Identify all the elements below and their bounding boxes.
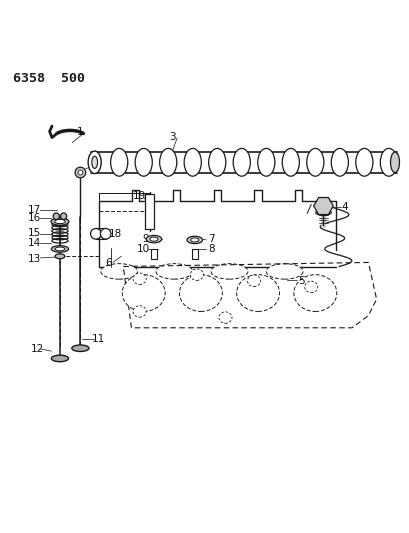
Text: 2: 2 bbox=[93, 156, 99, 166]
Ellipse shape bbox=[315, 209, 330, 215]
Ellipse shape bbox=[51, 355, 68, 362]
Ellipse shape bbox=[265, 264, 302, 279]
Ellipse shape bbox=[211, 264, 247, 279]
Ellipse shape bbox=[208, 148, 225, 176]
Circle shape bbox=[90, 229, 101, 239]
Text: 19: 19 bbox=[133, 191, 146, 201]
Ellipse shape bbox=[306, 148, 323, 176]
Text: 14: 14 bbox=[28, 238, 41, 248]
Text: 1: 1 bbox=[77, 127, 83, 136]
Ellipse shape bbox=[54, 220, 65, 224]
Bar bbox=[191, 249, 198, 259]
Ellipse shape bbox=[135, 148, 152, 176]
Circle shape bbox=[75, 167, 85, 178]
Circle shape bbox=[78, 170, 83, 175]
Text: 12: 12 bbox=[31, 344, 44, 354]
Ellipse shape bbox=[257, 148, 274, 176]
Ellipse shape bbox=[247, 275, 260, 287]
Ellipse shape bbox=[184, 148, 201, 176]
Ellipse shape bbox=[133, 273, 146, 285]
Text: 8: 8 bbox=[207, 244, 214, 254]
Text: 17: 17 bbox=[28, 205, 41, 215]
Ellipse shape bbox=[236, 274, 279, 311]
Ellipse shape bbox=[110, 148, 128, 176]
Text: 13: 13 bbox=[28, 254, 41, 264]
Bar bbox=[150, 249, 157, 259]
Ellipse shape bbox=[88, 151, 101, 174]
Ellipse shape bbox=[159, 148, 176, 176]
Ellipse shape bbox=[293, 274, 336, 311]
Ellipse shape bbox=[187, 236, 202, 244]
Ellipse shape bbox=[389, 152, 398, 173]
Ellipse shape bbox=[55, 254, 65, 259]
Text: 11: 11 bbox=[92, 334, 105, 344]
Ellipse shape bbox=[51, 246, 68, 252]
Text: 16: 16 bbox=[28, 213, 41, 223]
Text: 7: 7 bbox=[207, 234, 214, 244]
Ellipse shape bbox=[190, 269, 203, 280]
Ellipse shape bbox=[92, 156, 97, 168]
Text: 18: 18 bbox=[108, 229, 121, 239]
Ellipse shape bbox=[233, 148, 250, 176]
Ellipse shape bbox=[355, 148, 372, 176]
Ellipse shape bbox=[146, 236, 161, 243]
Ellipse shape bbox=[155, 264, 192, 279]
Text: 3: 3 bbox=[169, 132, 175, 142]
Ellipse shape bbox=[380, 148, 396, 176]
Ellipse shape bbox=[72, 345, 89, 351]
Text: 5: 5 bbox=[297, 276, 303, 286]
Ellipse shape bbox=[218, 312, 231, 324]
Ellipse shape bbox=[304, 281, 317, 293]
Text: 6: 6 bbox=[106, 258, 112, 268]
Ellipse shape bbox=[190, 238, 198, 242]
Ellipse shape bbox=[101, 264, 137, 279]
Ellipse shape bbox=[55, 247, 65, 251]
Text: 6358  500: 6358 500 bbox=[13, 72, 85, 85]
Text: 9: 9 bbox=[142, 234, 149, 244]
Ellipse shape bbox=[53, 213, 59, 220]
Bar bbox=[145, 194, 154, 229]
Ellipse shape bbox=[330, 148, 348, 176]
Text: 15: 15 bbox=[28, 228, 41, 238]
Text: 10: 10 bbox=[137, 244, 150, 254]
Ellipse shape bbox=[61, 213, 67, 220]
Ellipse shape bbox=[179, 274, 222, 311]
Ellipse shape bbox=[281, 148, 299, 176]
Ellipse shape bbox=[149, 237, 157, 241]
Ellipse shape bbox=[133, 306, 146, 317]
Circle shape bbox=[100, 229, 111, 239]
Ellipse shape bbox=[122, 274, 165, 311]
Ellipse shape bbox=[51, 218, 69, 225]
Text: 4: 4 bbox=[341, 202, 347, 212]
